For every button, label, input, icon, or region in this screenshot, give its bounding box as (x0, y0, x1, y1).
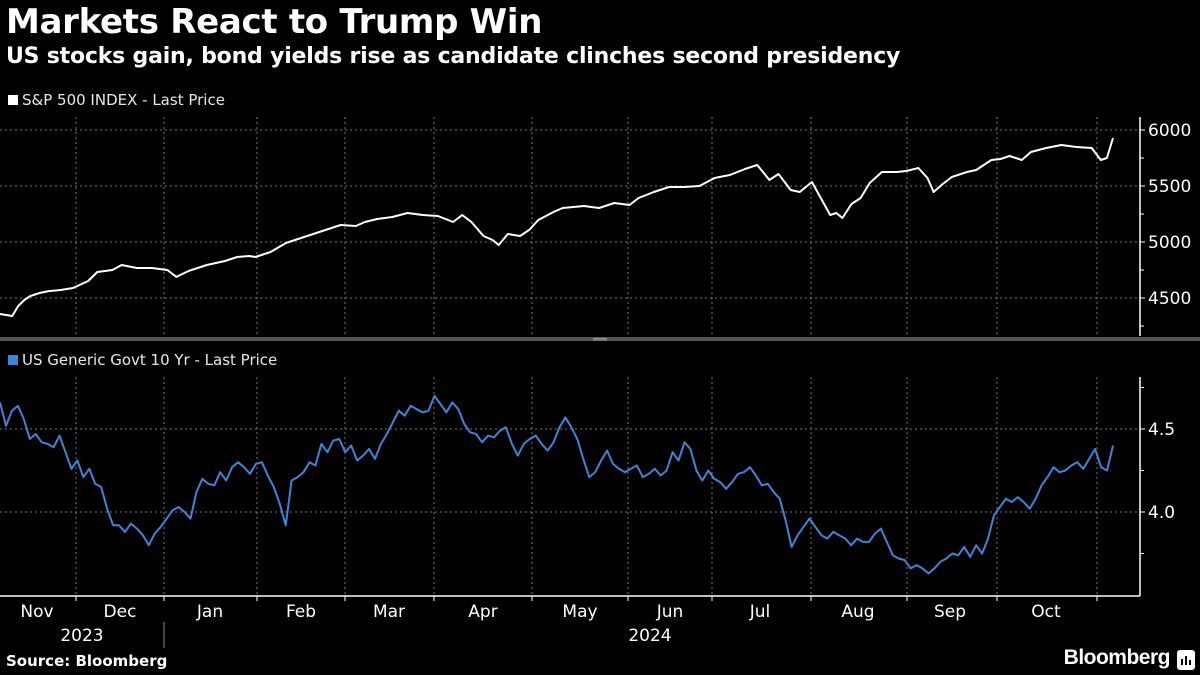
chart-title: Markets React to Trump Win (6, 2, 543, 42)
year-label-2024: 2024 (628, 626, 671, 646)
x-tick-label: May (562, 602, 597, 622)
x-tick-label: Mar (373, 602, 405, 622)
x-tick-label: Jan (196, 602, 223, 622)
x-tick-label: Aug (841, 602, 874, 622)
legend-yield: US Generic Govt 10 Yr - Last Price (8, 351, 277, 369)
y-tick-label-top: 4500 (1148, 289, 1191, 309)
bloomberg-chart-icon (1177, 650, 1195, 670)
legend-swatch-spx (8, 95, 18, 105)
x-tick-label: Jun (656, 602, 684, 622)
x-tick-label: Feb (286, 602, 316, 622)
legend-label-yield: US Generic Govt 10 Yr - Last Price (22, 351, 278, 369)
bloomberg-logo: Bloomberg (1063, 646, 1171, 669)
y-tick-label-bottom: 4.0 (1148, 503, 1175, 523)
x-tick-label: Oct (1031, 602, 1061, 622)
yield-line (0, 394, 1114, 575)
source-note: Source: Bloomberg (6, 652, 168, 670)
legend-swatch-yield (8, 355, 18, 365)
y-tick-label-top: 5000 (1148, 233, 1191, 253)
x-tick-label: Dec (104, 602, 137, 622)
panel-divider (0, 337, 1200, 341)
legend-label-spx: S&P 500 INDEX - Last Price (22, 91, 225, 109)
x-tick-label: Nov (20, 602, 53, 622)
y-tick-label-top: 5500 (1148, 177, 1191, 197)
x-tick-label: Sep (934, 602, 966, 622)
y-tick-label-bottom: 4.5 (1148, 420, 1175, 440)
legend-spx: S&P 500 INDEX - Last Price (8, 91, 225, 109)
spx-line (0, 137, 1114, 317)
year-label-2023: 2023 (60, 626, 103, 646)
x-tick-label: Apr (468, 602, 497, 622)
x-tick-label: Jul (749, 602, 771, 622)
chart-subtitle: US stocks gain, bond yields rise as cand… (6, 44, 901, 69)
y-tick-label-top: 6000 (1148, 121, 1191, 141)
